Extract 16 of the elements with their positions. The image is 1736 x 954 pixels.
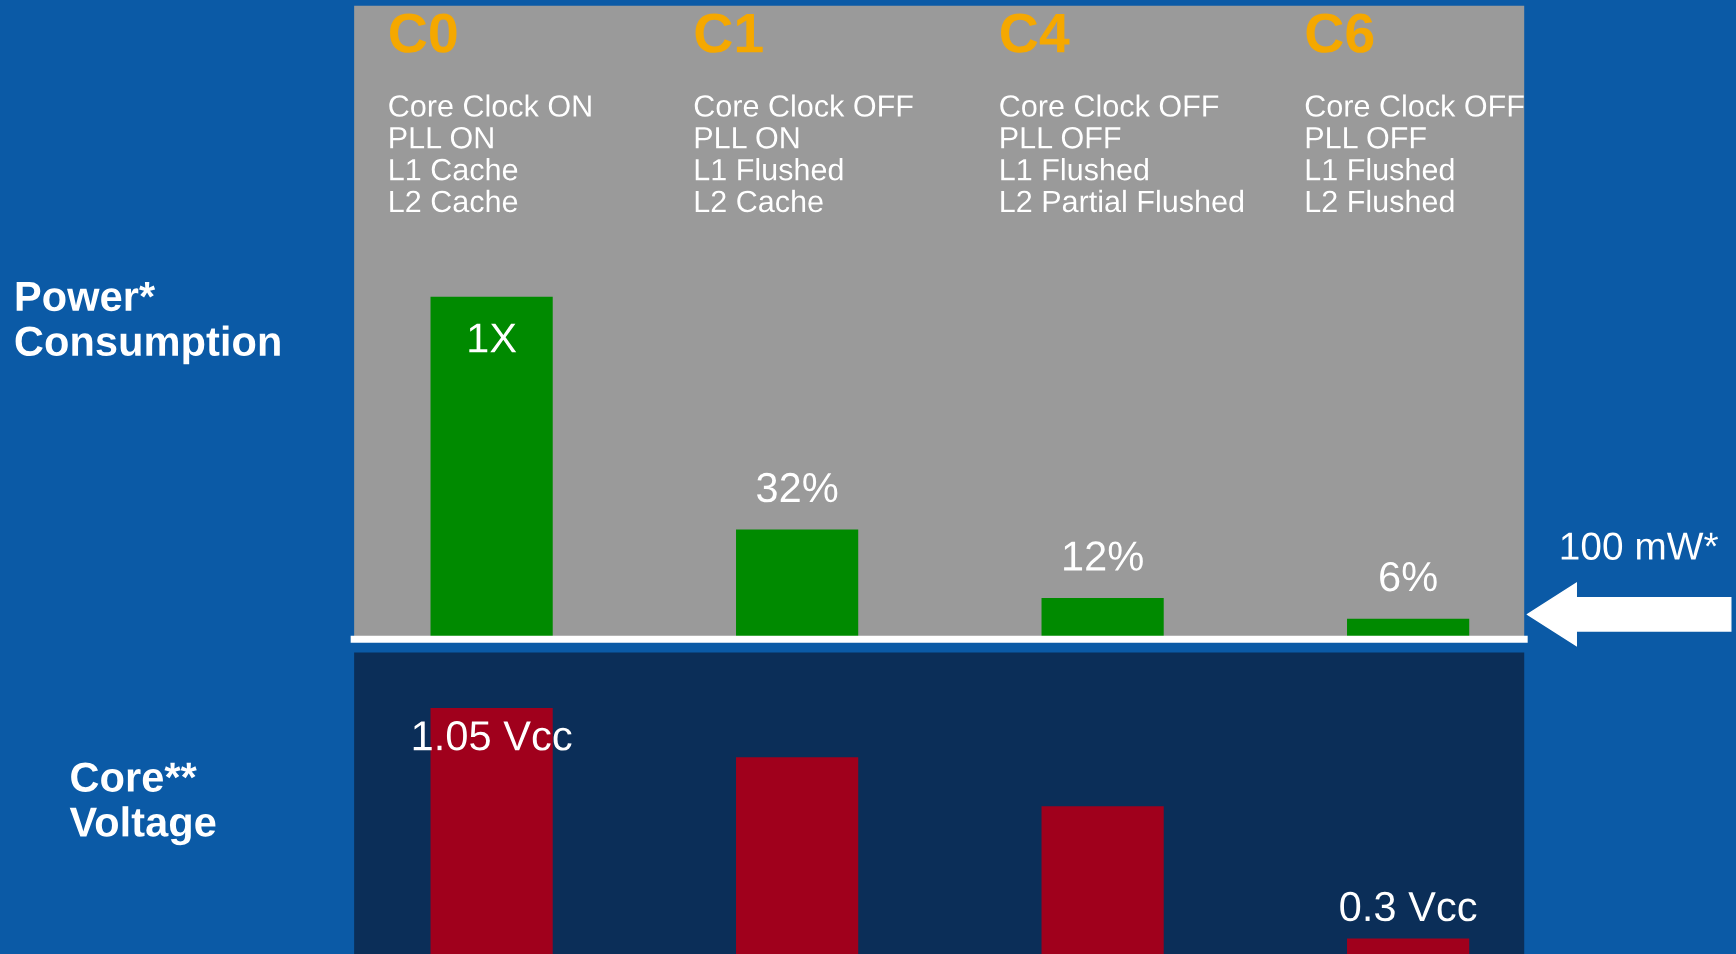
y-axis-title: Power* Consumption [15,282,280,365]
text: 100 mW* [1561,532,1719,560]
annotation: Core Clock OFF PLL OFF L1 Flushed L2 Partial Flushed [1000,94,1244,213]
category-label: C4 [1001,13,1070,53]
category-label: C0 [390,13,457,53]
y-axis-title: Core** Voltage [69,762,216,846]
data-label: 6% [1380,561,1437,592]
annotation: Core Clock ON PLL ON L1 Cache L2 Cache [389,94,591,213]
data-label: 0.3 Vcc [1340,891,1477,922]
category-label: C1 [695,13,763,53]
category-label: C6 [1306,13,1374,53]
annotation: Core Clock OFF PLL OFF L1 Flushed L2 Flushed [1305,94,1524,213]
data-label: 32% [757,472,838,503]
data-label: 12% [1064,541,1143,571]
annotation: Core Clock OFF PLL ON L1 Flushed L2 Cache [694,94,913,213]
data-label: 1X [469,323,517,353]
